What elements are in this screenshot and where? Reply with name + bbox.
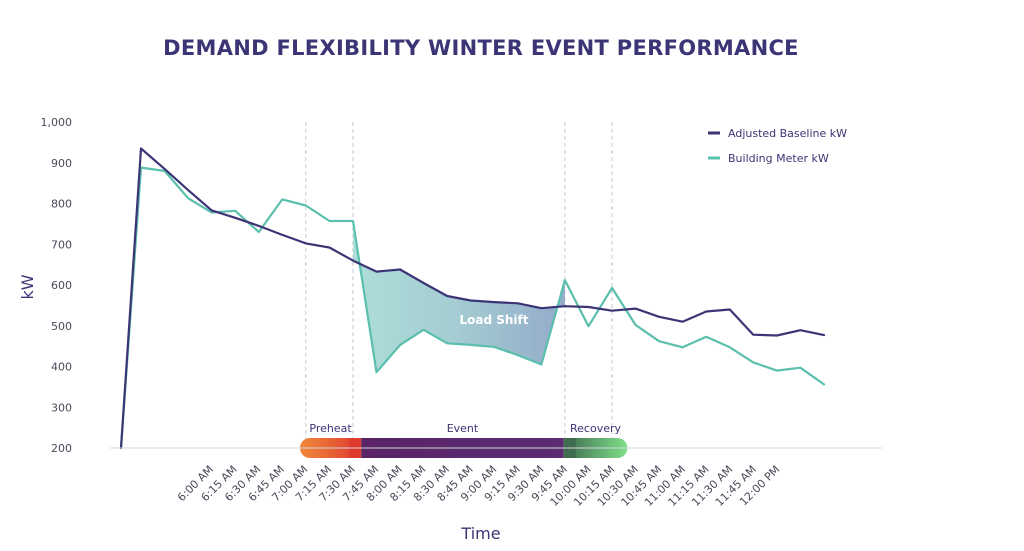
legend-label: Adjusted Baseline kW: [728, 127, 847, 140]
load-shift-annotation: Load Shift: [459, 313, 528, 327]
y-axis-title: kW: [18, 274, 37, 299]
y-tick-label: 700: [51, 238, 72, 251]
y-tick-label: 1,000: [41, 116, 73, 129]
y-tick-label: 200: [51, 442, 72, 455]
phase-label: Recovery: [570, 422, 621, 435]
x-axis-title: Time: [460, 524, 500, 543]
legend: Adjusted Baseline kW Building Meter kW: [708, 127, 847, 165]
series-lines: [119, 147, 826, 450]
load-shift-area: [353, 221, 565, 373]
phase-bar: Preheat Event Recovery: [299, 422, 628, 458]
y-tick-label: 400: [51, 361, 72, 374]
series-line: [119, 166, 826, 450]
y-tick-label: 800: [51, 198, 72, 211]
y-tick-label: 600: [51, 279, 72, 292]
legend-label: Building Meter kW: [728, 152, 829, 165]
load-shift-fill: [353, 221, 565, 373]
phase-divider-lines: [305, 122, 613, 448]
y-tick-label: 900: [51, 157, 72, 170]
y-tick-label: 500: [51, 320, 72, 333]
phase-label: Preheat: [309, 422, 352, 435]
y-tick-label: 300: [51, 401, 72, 414]
series-line: [119, 147, 826, 450]
chart-title: DEMAND FLEXIBILITY WINTER EVENT PERFORMA…: [163, 36, 799, 60]
phase-label: Event: [447, 422, 479, 435]
